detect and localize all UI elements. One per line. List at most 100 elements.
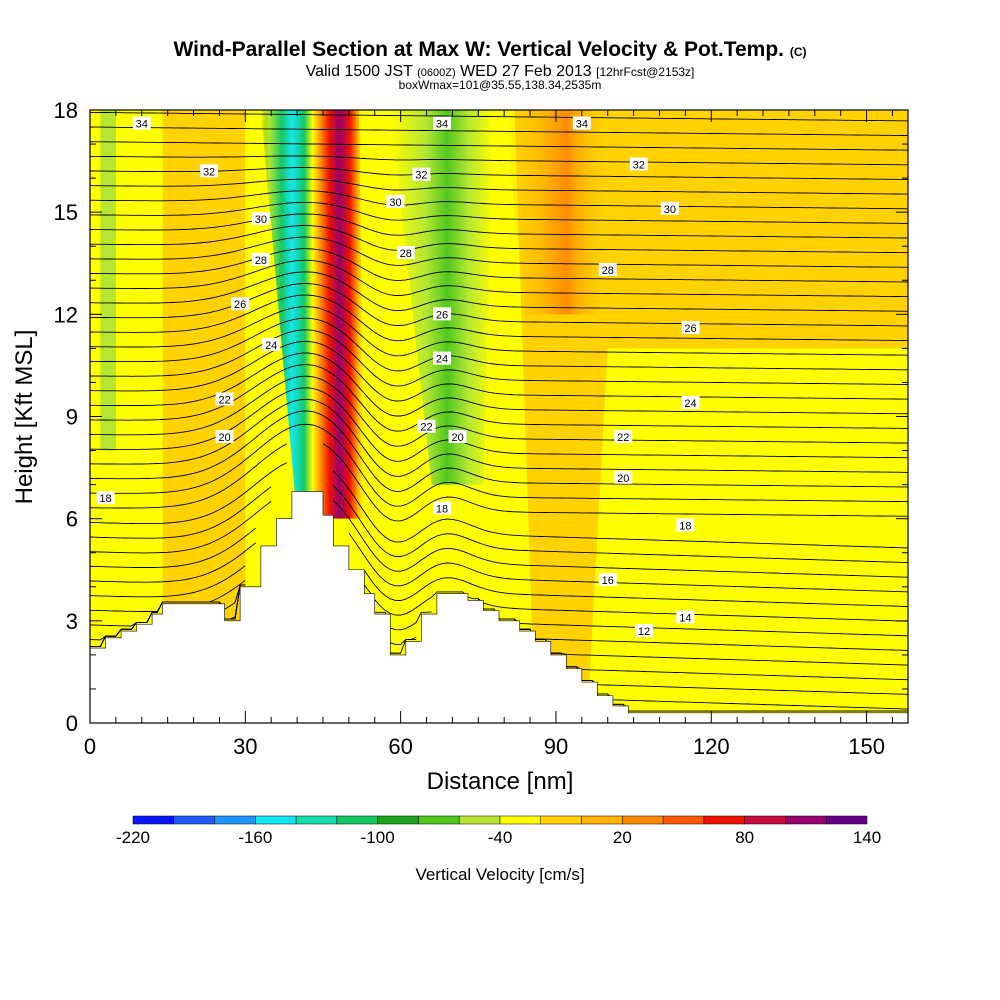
- terrain: [90, 491, 908, 723]
- theta-contour: [90, 375, 908, 447]
- colorbar-swatch: [825, 815, 868, 825]
- theta-contour: [90, 111, 908, 122]
- theta-contour-label: 24: [262, 337, 281, 352]
- theta-contour-label: 26: [433, 307, 452, 321]
- theta-contour: [90, 126, 908, 136]
- y-tick-label: 15: [54, 200, 78, 225]
- svg-text:32: 32: [415, 170, 427, 182]
- green-streak-left: [100, 110, 116, 451]
- colorbar-swatch: [336, 815, 378, 825]
- svg-text:26: 26: [436, 309, 448, 321]
- theta-contour-label: 32: [629, 157, 648, 171]
- colorbar-swatch: [499, 815, 542, 825]
- theta-contour-label: 22: [417, 419, 436, 434]
- y-axis: 0 3 6 9 12 15 18: [54, 98, 908, 736]
- chart-subtitle-2: boxWmax=101@35.55,138.34,2535m: [399, 78, 602, 92]
- colorbar-swatch: [255, 815, 297, 825]
- theta-contour: [90, 462, 908, 549]
- svg-text:30: 30: [389, 197, 401, 209]
- colorbar-swatch: [581, 815, 623, 825]
- svg-text:32: 32: [203, 166, 215, 178]
- svg-text:20: 20: [451, 432, 463, 444]
- x-tick-label: 120: [693, 734, 730, 759]
- theta-contour-label: 20: [215, 429, 234, 444]
- theta-contour: [90, 236, 908, 268]
- colorbar-swatch: [785, 815, 827, 825]
- theta-contour: [90, 271, 908, 312]
- theta-contour: [90, 352, 908, 417]
- colorbar-swatch: [132, 815, 175, 825]
- theta-contour-labels: 34 32 30 28 26 24 22 20 18 34 32 30 28 26 24 22 20 18 34 32…: [96, 116, 700, 638]
- theta-contour: [90, 225, 908, 254]
- chart-subtitle: Valid 1500 JST (0600Z) WED 27 Feb 2013 […: [306, 63, 695, 80]
- svg-text:34: 34: [436, 119, 448, 131]
- theta-contour-label: 34: [433, 116, 452, 131]
- theta-contour: [90, 499, 908, 578]
- orange-streak-mid: [172, 110, 225, 621]
- theta-contour: [90, 190, 908, 210]
- theta-contour: [90, 398, 908, 477]
- y-tick-label: 3: [66, 609, 78, 634]
- theta-contour: [90, 329, 908, 387]
- svg-text:18: 18: [436, 503, 448, 515]
- svg-text:34: 34: [136, 119, 148, 131]
- colorbar-swatch: [377, 815, 419, 825]
- theta-contour: [90, 167, 908, 180]
- y-tick-label: 6: [66, 507, 78, 532]
- colorbar-swatch: [662, 815, 705, 825]
- y-tick-label: 12: [54, 302, 78, 327]
- theta-contour-label: 18: [96, 491, 115, 505]
- colorbar-swatch: [458, 815, 501, 825]
- theta-contour-label: 24: [433, 351, 452, 366]
- svg-text:30: 30: [664, 204, 676, 216]
- colorbar-swatch: [744, 815, 786, 825]
- theta-contour: [90, 306, 908, 357]
- svg-text:18: 18: [679, 520, 691, 532]
- plot-area: 34 32 30 28 26 24 22 20 18 34 32 30 28 26 24 22 20 18 34 32…: [90, 110, 908, 723]
- svg-text:28: 28: [255, 255, 267, 267]
- theta-contour-label: 22: [215, 392, 234, 406]
- colorbar-swatch: [295, 815, 338, 825]
- theta-contour-label: 28: [396, 246, 415, 260]
- theta-contour-label: 32: [412, 167, 431, 182]
- x-tick-label: 150: [848, 734, 885, 759]
- theta-contour: [90, 485, 908, 564]
- theta-contour-label: 30: [386, 194, 405, 209]
- theta-contour: [90, 213, 908, 239]
- svg-text:26: 26: [684, 323, 696, 335]
- colorbar-label: Vertical Velocity [cm/s]: [415, 865, 584, 884]
- y-tick-label: 9: [66, 405, 78, 430]
- y-tick-label: 18: [54, 98, 78, 123]
- colorbar-swatch: [418, 815, 460, 825]
- svg-text:34: 34: [576, 119, 588, 131]
- theta-contour-label: 34: [572, 116, 591, 131]
- svg-text:22: 22: [218, 394, 230, 406]
- svg-text:32: 32: [633, 159, 645, 171]
- colorbar-tick-label: -40: [488, 828, 513, 847]
- colorbar: -220 -160 -100 -40 20 80 140: [116, 815, 881, 847]
- theta-contour-label: 16: [598, 572, 617, 587]
- svg-text:22: 22: [617, 432, 629, 444]
- svg-text:24: 24: [436, 354, 448, 366]
- x-tick-label: 0: [84, 734, 96, 759]
- theta-contour: [90, 410, 908, 492]
- x-tick-label: 30: [233, 734, 257, 759]
- theta-contour-label: 32: [200, 164, 219, 178]
- theta-contour-label: 12: [634, 624, 653, 638]
- colorbar-tick-label: -160: [238, 828, 272, 847]
- colorbar-tick-label: -100: [361, 828, 395, 847]
- yellow-region-right: [587, 348, 908, 723]
- theta-contour: [90, 141, 908, 151]
- theta-contour-label: 18: [433, 501, 452, 515]
- theta-contour-label: 24: [681, 395, 700, 410]
- colorbar-tick-label: 80: [735, 828, 754, 847]
- svg-text:28: 28: [400, 248, 412, 260]
- svg-text:18: 18: [99, 493, 111, 505]
- theta-contour: [90, 423, 908, 507]
- theta-contour: [90, 155, 908, 166]
- theta-contour-label: 28: [598, 263, 617, 277]
- theta-contour: [90, 443, 908, 522]
- theta-contour-label: 20: [448, 429, 467, 444]
- theta-contour-label: 30: [251, 211, 270, 226]
